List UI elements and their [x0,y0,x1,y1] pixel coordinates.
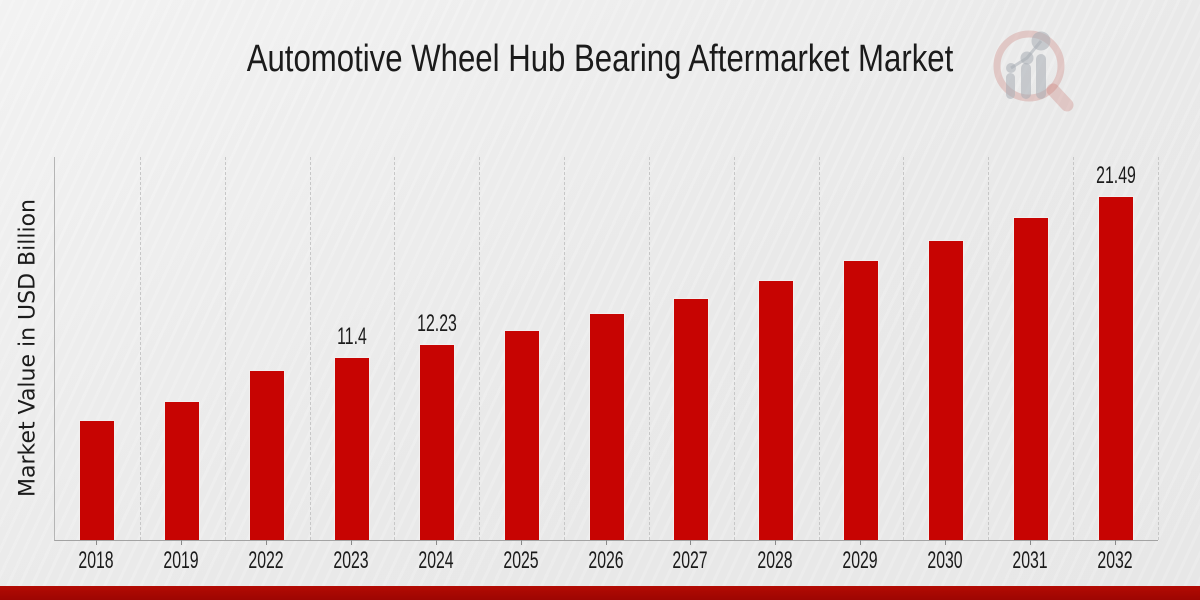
x-tick-label: 2018 [78,547,115,574]
gridline [988,157,990,540]
bar-2024 [418,344,455,540]
bar-value-label: 12.23 [416,310,457,338]
y-axis-title: Market Value in USD Billion [15,198,41,498]
x-tick-label: 2031 [1012,547,1048,574]
bar-value-label: 11.4 [337,323,367,351]
gridline [394,157,396,540]
gridline [224,157,226,540]
bar-2019 [164,400,201,540]
x-tick-label: 2023 [333,547,369,574]
x-tick-label: 2032 [1096,547,1133,574]
gridline [139,157,141,540]
bar-2028 [758,279,795,540]
gridline [818,157,820,540]
x-tick-label: 2027 [672,547,708,574]
chart-title: Automotive Wheel Hub Bearing Aftermarket… [246,38,954,80]
bar-2030 [927,239,964,540]
x-tick-label: 2029 [842,547,878,574]
x-tick-label: 2022 [248,547,284,574]
bar-2022 [249,370,286,540]
x-tick-label: 2026 [587,547,624,574]
bar-value-label: 21.49 [1095,161,1136,189]
bar-2027 [673,298,710,540]
bar-2031 [1012,217,1049,540]
x-tick-label: 2019 [163,547,199,574]
gridline [733,157,735,540]
gridline [564,157,566,540]
bar-2018 [79,419,116,540]
x-tick-label: 2030 [927,547,963,574]
gridline [1158,157,1159,540]
x-tick-label: 2025 [503,547,539,574]
gridline [309,157,311,540]
gridline [903,157,905,540]
gridline [1073,157,1075,540]
bar-2023 [333,357,370,540]
footer-accent-bar [0,586,1200,600]
bar-2025 [503,330,540,540]
plot-area: 11.4 12.23 21.49 [54,157,1159,541]
x-tick-label: 2024 [418,547,454,574]
gridline [479,157,481,540]
bar-2032 [1097,195,1134,540]
gridline [648,157,650,540]
x-tick-label: 2028 [757,547,793,574]
magnifier-bar-chart-logo-icon [993,30,1074,112]
bar-2029 [843,260,880,540]
bar-2026 [588,313,625,540]
